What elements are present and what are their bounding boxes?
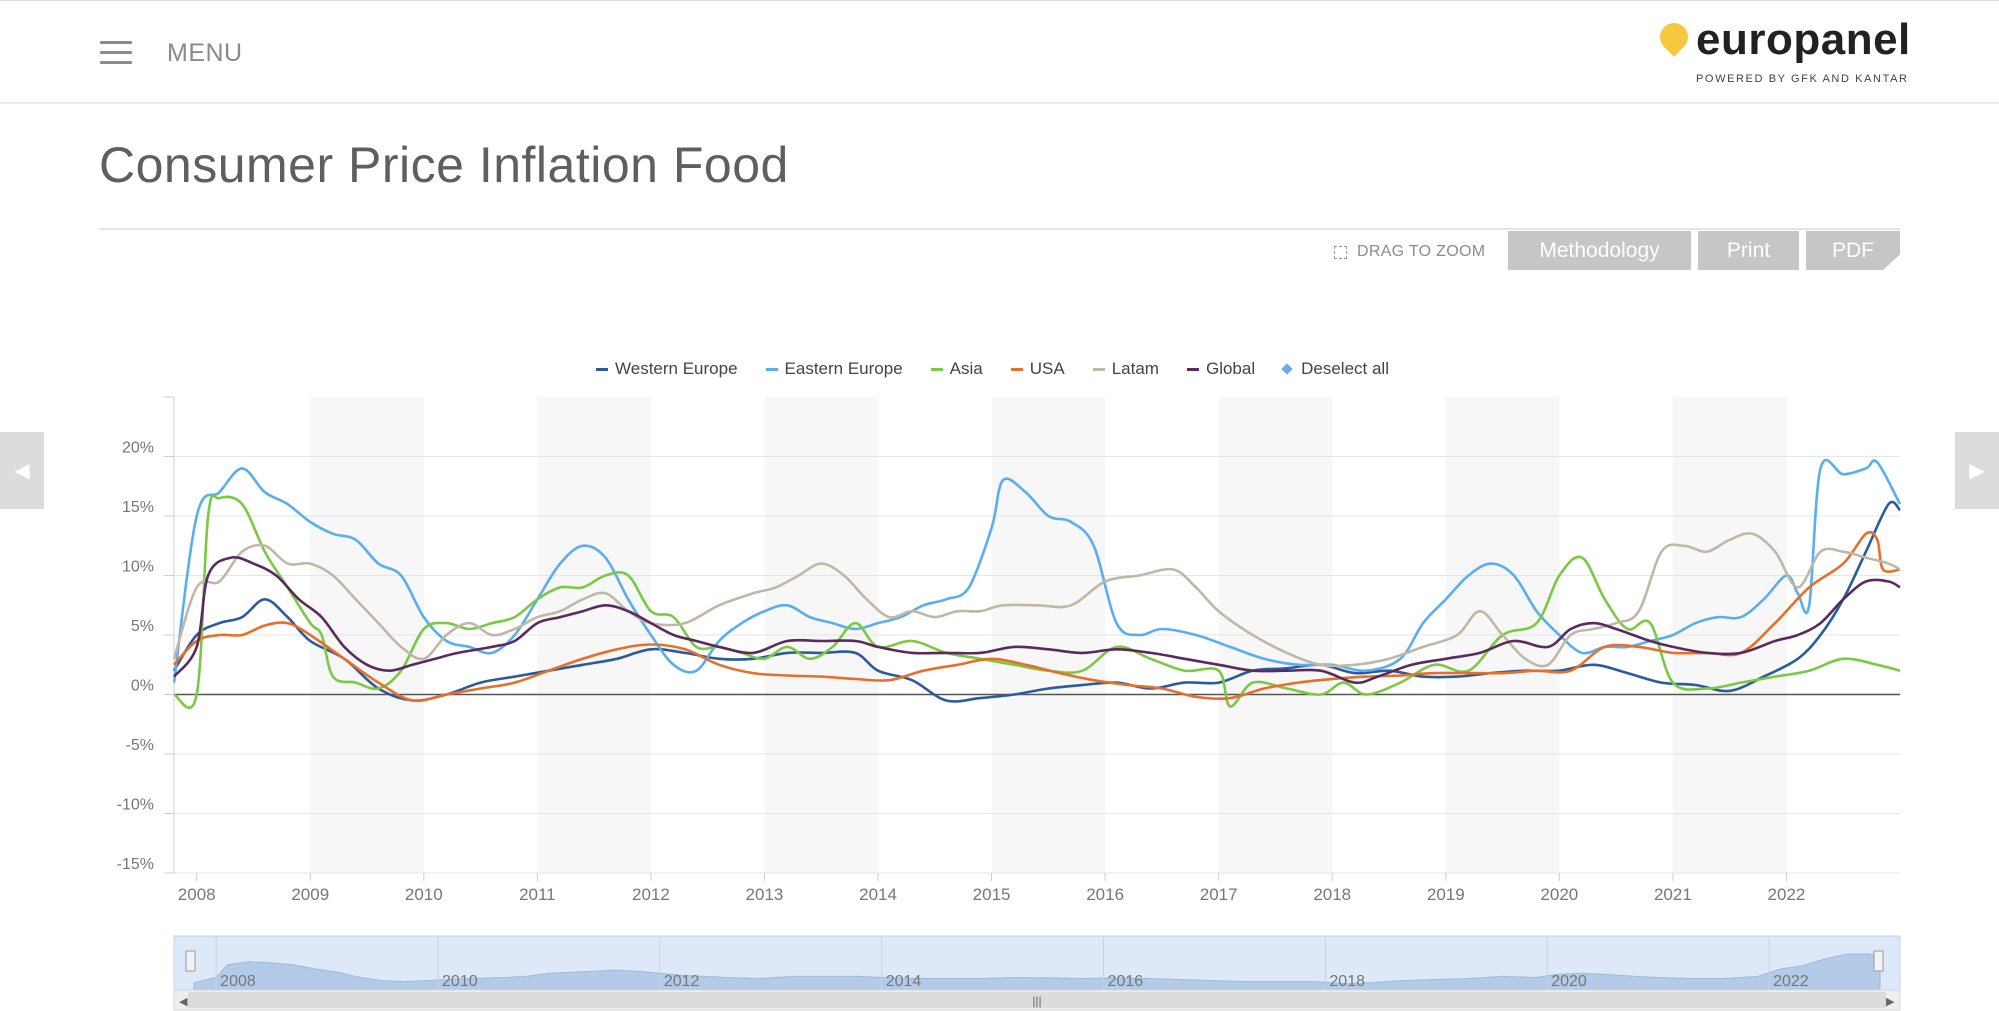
- x-tick-label: 2012: [632, 885, 670, 904]
- navigator-right-handle: [1873, 950, 1884, 972]
- x-tick-label: 2013: [746, 885, 784, 904]
- y-tick-label: -5%: [126, 737, 154, 754]
- legend-label: Asia: [949, 359, 983, 378]
- legend-label: Eastern Europe: [784, 359, 903, 378]
- zoom-selection-icon: [1334, 245, 1347, 259]
- y-tick-label: 0%: [131, 678, 154, 695]
- series-line-western-europe: [172, 500, 1901, 703]
- x-tick-label: 2018: [1313, 885, 1351, 904]
- navigator-tick-label: 2014: [886, 973, 922, 990]
- navigator-tick-label: 2020: [1551, 973, 1587, 990]
- year-band: [1218, 397, 1333, 873]
- y-tick-label: 20%: [122, 440, 154, 457]
- legend-deselect-all[interactable]: Deselect all: [1281, 359, 1389, 379]
- x-tick-label: 2010: [405, 885, 443, 904]
- pdf-button[interactable]: PDF: [1806, 231, 1900, 270]
- navigator-scrollbar-thumb: [188, 992, 1886, 1008]
- navigator-area: [193, 953, 1881, 991]
- navigator-tick-label: 2010: [442, 973, 478, 990]
- year-band: [537, 397, 651, 873]
- hamburger-menu-icon[interactable]: [100, 39, 132, 67]
- x-tick-label: 2019: [1427, 885, 1465, 904]
- europanel-logo[interactable]: europanel POWERED BY GFK AND KANTAR: [1654, 15, 1910, 89]
- series-line-global: [172, 555, 1901, 685]
- navigator-tick-label: 2016: [1108, 973, 1144, 990]
- methodology-button[interactable]: Methodology: [1508, 231, 1691, 270]
- x-tick-label: 2017: [1200, 885, 1238, 904]
- legend-swatch: [1010, 367, 1023, 371]
- legend-label: Western Europe: [615, 359, 738, 378]
- navigator-tick-label: 2008: [220, 973, 256, 990]
- legend-item-western-europe[interactable]: Western Europe: [596, 359, 738, 379]
- year-band: [991, 397, 1106, 873]
- y-tick-label: 10%: [122, 559, 154, 576]
- x-tick-label: 2022: [1768, 885, 1806, 904]
- year-band: [310, 397, 424, 873]
- legend-swatch: [765, 367, 778, 371]
- x-tick-label: 2021: [1654, 885, 1692, 904]
- legend-label: Latam: [1111, 359, 1159, 378]
- legend-swatch: [930, 367, 943, 371]
- legend-item-usa[interactable]: USA: [1010, 359, 1065, 379]
- navigator-left-handle: [185, 950, 196, 972]
- x-tick-label: 2008: [178, 885, 216, 904]
- x-tick-label: 2014: [859, 885, 897, 904]
- series-line-eastern-europe: [172, 458, 1902, 683]
- year-band: [1445, 397, 1560, 873]
- x-tick-label: 2016: [1086, 885, 1124, 904]
- top-bar: MENU europanel POWERED BY GFK AND KANTAR: [0, 0, 1999, 104]
- legend-swatch: [596, 367, 608, 371]
- x-tick-label: 2020: [1540, 885, 1578, 904]
- legend-label: Global: [1205, 359, 1256, 378]
- legend-item-latam[interactable]: Latam: [1092, 359, 1159, 379]
- location-pin-icon: [1654, 17, 1694, 57]
- title-divider: [99, 228, 1900, 230]
- scrollbar-left-arrow-icon: ◀: [179, 996, 188, 1008]
- navigator-window: [173, 935, 1901, 991]
- navigator-scrollbar: [173, 989, 1901, 1011]
- year-band: [1672, 397, 1787, 873]
- page-title: Consumer Price Inflation Food: [99, 137, 789, 193]
- drag-to-zoom-hint: DRAG TO ZOOM: [1334, 243, 1485, 261]
- x-tick-label: 2009: [291, 885, 329, 904]
- legend-swatch: [1092, 367, 1105, 371]
- navigator-tick-label: 2018: [1329, 973, 1365, 990]
- y-tick-label: -15%: [117, 856, 154, 873]
- navigator-tick-label: 2012: [664, 973, 700, 990]
- zoom-hint-label: DRAG TO ZOOM: [1357, 243, 1486, 260]
- scrollbar-grip-icon: |||: [1032, 994, 1041, 1008]
- navigator-tick-label: 2022: [1773, 973, 1809, 990]
- y-tick-label: -10%: [117, 797, 154, 814]
- menu-label[interactable]: MENU: [167, 39, 243, 67]
- year-band: [764, 397, 879, 873]
- scrollbar-right-arrow-icon: ▶: [1886, 996, 1895, 1008]
- legend-label: USA: [1029, 359, 1065, 378]
- y-tick-label: 15%: [122, 499, 154, 516]
- series-line-usa: [173, 530, 1901, 703]
- chart-legend: Western Europe Eastern Europe Asia USA Latam…: [596, 359, 1389, 379]
- next-chart-arrow-icon[interactable]: ▶: [1955, 432, 1999, 509]
- legend-item-global[interactable]: Global: [1186, 359, 1256, 379]
- logo-text: europanel: [1696, 15, 1911, 64]
- x-tick-label: 2015: [973, 885, 1011, 904]
- deselect-all-label: Deselect all: [1301, 359, 1389, 378]
- y-tick-label: 5%: [131, 618, 154, 635]
- x-tick-label: 2011: [519, 885, 556, 904]
- legend-item-eastern-europe[interactable]: Eastern Europe: [765, 359, 903, 379]
- legend-item-asia[interactable]: Asia: [930, 359, 983, 379]
- series-line-asia: [173, 494, 1901, 710]
- logo-subtitle: POWERED BY GFK AND KANTAR: [1696, 73, 1909, 85]
- legend-swatch: [1186, 367, 1199, 371]
- diamond-icon: [1281, 363, 1293, 375]
- previous-chart-arrow-icon[interactable]: ◀: [0, 432, 44, 509]
- series-line-latam: [172, 532, 1901, 668]
- print-button[interactable]: Print: [1698, 231, 1799, 270]
